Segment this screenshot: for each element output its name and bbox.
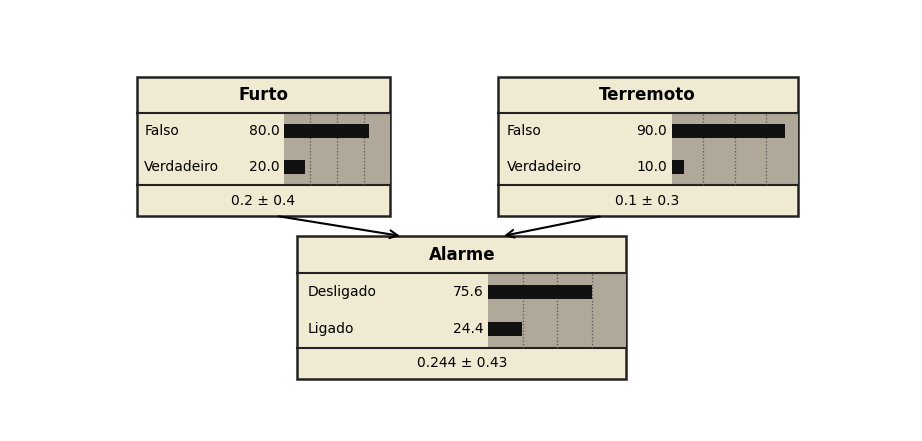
Text: 10.0: 10.0 [636, 160, 668, 174]
Text: Alarme: Alarme [429, 246, 495, 264]
Bar [671, 124, 785, 138]
Bar [488, 322, 522, 336]
Bar [671, 113, 798, 185]
Text: 0.244 ± 0.43: 0.244 ± 0.43 [417, 356, 507, 370]
Text: Falso: Falso [145, 124, 179, 138]
Bar [284, 124, 369, 138]
Bar [284, 113, 390, 185]
Text: Desligado: Desligado [307, 285, 376, 299]
Text: Verdadeiro: Verdadeiro [145, 160, 219, 174]
Bar [498, 77, 798, 216]
Text: Furto: Furto [239, 86, 289, 104]
Bar [298, 236, 626, 379]
Text: 90.0: 90.0 [636, 124, 668, 138]
Bar [284, 161, 305, 174]
Text: Falso: Falso [506, 124, 541, 138]
Text: 0.2 ± 0.4: 0.2 ± 0.4 [231, 194, 296, 208]
Bar [136, 77, 390, 216]
Text: 24.4: 24.4 [453, 322, 483, 336]
Text: 0.1 ± 0.3: 0.1 ± 0.3 [616, 194, 680, 208]
Bar [671, 161, 684, 174]
Text: Ligado: Ligado [307, 322, 354, 336]
Bar [488, 273, 626, 348]
Text: Terremoto: Terremoto [599, 86, 696, 104]
Text: Verdadeiro: Verdadeiro [506, 160, 582, 174]
Text: 75.6: 75.6 [453, 285, 483, 299]
Text: 20.0: 20.0 [249, 160, 280, 174]
Bar [488, 285, 593, 299]
Text: 80.0: 80.0 [249, 124, 280, 138]
